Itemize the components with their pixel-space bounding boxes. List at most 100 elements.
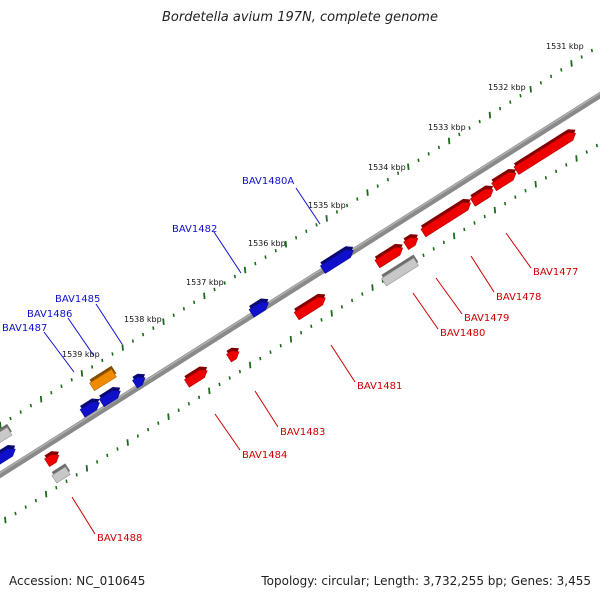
outer-tick [101, 358, 104, 363]
gene-label-reverse[interactable]: BAV1480 [440, 328, 485, 339]
gene-label-forward[interactable]: BAV1486 [27, 309, 72, 320]
gene-bav1482[interactable] [248, 295, 273, 318]
leader-line [214, 413, 241, 451]
tick-label: 1535 kbp [308, 201, 346, 210]
gene-label-reverse[interactable]: BAV1481 [357, 381, 402, 392]
leader-line [71, 496, 96, 535]
tick-label: 1537 kbp [186, 278, 224, 287]
genome-backbone [0, 91, 600, 479]
outer-tick [560, 68, 563, 72]
outer-tick [29, 403, 32, 408]
outer-tick [182, 307, 185, 311]
gene-bav1488[interactable] [43, 448, 63, 467]
tick-label: 1531 kbp [546, 42, 584, 51]
gene-label-forward[interactable]: BAV1485 [55, 294, 100, 305]
gene-label-forward[interactable]: BAV1482 [172, 224, 217, 235]
leader-line [295, 187, 321, 225]
feature-grey-1[interactable] [380, 254, 420, 287]
outer-tick [315, 223, 318, 227]
inner-tick [340, 305, 343, 309]
outer-tick [162, 318, 165, 325]
gene-label-reverse[interactable]: BAV1483 [280, 427, 325, 438]
gene-label-reverse[interactable]: BAV1478 [496, 292, 541, 303]
leader-line [43, 331, 75, 373]
tick-label: 1534 kbp [368, 163, 406, 172]
tick-label: 1533 kbp [428, 123, 466, 132]
inner-tick [310, 324, 313, 329]
outer-tick [509, 100, 512, 104]
inner-tick [106, 453, 109, 458]
inner-tick [147, 427, 150, 432]
outer-tick [264, 255, 267, 259]
outer-tick [121, 344, 124, 351]
inner-tick [595, 143, 598, 148]
gene-bav1483[interactable] [225, 344, 243, 363]
leader-line [67, 317, 95, 357]
rna-feature[interactable] [88, 365, 118, 392]
gene-label-forward[interactable]: BAV1487 [2, 323, 47, 334]
inner-tick [361, 292, 364, 296]
gene-bav1481-b[interactable] [373, 241, 406, 269]
leader-line [412, 292, 439, 330]
gene-bav1484[interactable] [183, 363, 211, 388]
outer-tick [366, 189, 369, 196]
outer-tick [407, 163, 410, 171]
inner-tick [238, 369, 241, 374]
inner-tick [514, 195, 517, 199]
outer-tick [131, 339, 134, 343]
gene-bav1480-b[interactable] [402, 231, 422, 250]
gene-label-reverse[interactable]: BAV1484 [242, 450, 287, 461]
inner-tick [330, 310, 333, 317]
feature-grey-2[interactable] [50, 463, 71, 484]
tick-label: 1538 kbp [124, 315, 162, 324]
tick-label: 1532 kbp [488, 83, 526, 92]
gene-label-reverse[interactable]: BAV1477 [533, 267, 578, 278]
outer-tick [0, 421, 2, 429]
outer-tick [213, 287, 216, 292]
gene-label-reverse[interactable]: BAV1488 [97, 533, 142, 544]
gene-label-reverse[interactable]: BAV1479 [464, 313, 509, 324]
outer-tick [233, 274, 236, 279]
outer-tick [50, 390, 53, 395]
gene-bav1478[interactable] [490, 166, 520, 192]
outer-tick [325, 215, 328, 222]
inner-tick [504, 201, 507, 206]
gene-features [0, 126, 579, 484]
inner-tick [198, 395, 201, 400]
outer-tick [335, 210, 338, 214]
gene-bav1487[interactable] [79, 395, 104, 418]
inner-tick [136, 434, 139, 438]
leader-line [505, 232, 532, 269]
outer-tick [346, 203, 349, 208]
gene-bav1481[interactable] [293, 291, 330, 321]
outer-tick [60, 384, 63, 389]
outer-tick [499, 106, 502, 111]
feature-edge-grey[interactable] [0, 423, 14, 446]
inner-tick [473, 221, 476, 225]
gene-bav1486[interactable] [98, 384, 125, 408]
outer-tick [111, 352, 114, 356]
inner-tick [483, 214, 486, 219]
gene-bav1479[interactable] [469, 182, 497, 207]
outer-tick [39, 395, 43, 403]
inner-tick [85, 465, 89, 472]
inner-tick [167, 413, 170, 420]
gene-edge-forward[interactable] [0, 442, 19, 466]
outer-tick [417, 158, 420, 163]
gene-bav1480[interactable] [419, 196, 474, 238]
outer-tick [19, 410, 22, 414]
gene-bav1480a[interactable] [319, 243, 357, 274]
outer-tick [529, 85, 532, 93]
outer-tick [193, 300, 196, 305]
gene-bav1477[interactable] [512, 126, 579, 175]
inner-tick [300, 331, 303, 335]
inner-tick [371, 284, 374, 291]
outer-tick [427, 152, 430, 156]
gene-label-forward[interactable]: BAV1480A [242, 176, 294, 187]
gene-bav1485[interactable] [131, 370, 149, 389]
outer-tick [295, 236, 298, 240]
outer-tick [9, 416, 12, 421]
inner-tick [96, 460, 99, 464]
gene-labels: BAV1480A BAV1482 BAV1485 BAV1486 BAV1487 BAV1… [2, 176, 578, 544]
